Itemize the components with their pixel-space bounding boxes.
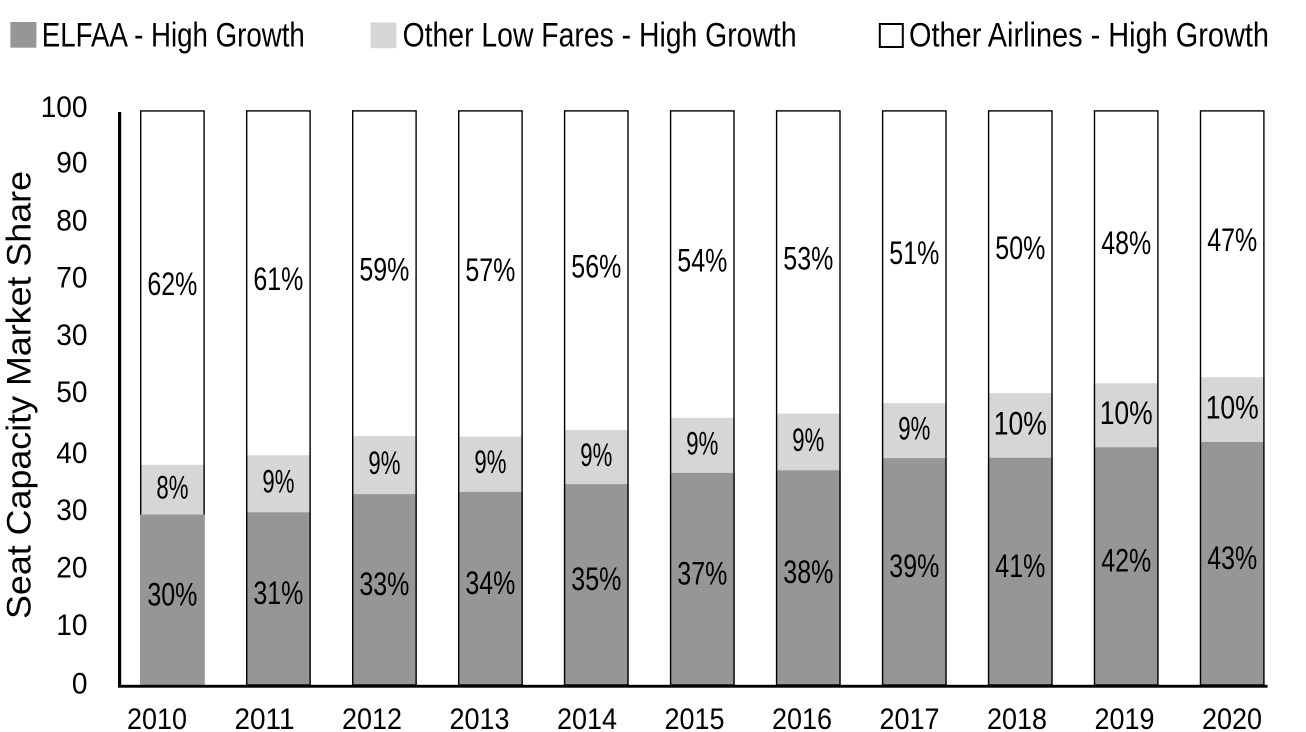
svg-text:80: 80 (56, 204, 87, 237)
svg-text:39%: 39% (889, 548, 939, 584)
svg-text:2016: 2016 (772, 703, 832, 732)
svg-text:2014: 2014 (557, 703, 617, 732)
svg-text:57%: 57% (465, 252, 515, 288)
svg-text:31%: 31% (253, 575, 303, 611)
svg-text:50: 50 (56, 376, 87, 409)
svg-text:Seat Capacity Market Share: Seat Capacity Market Share (1, 171, 39, 619)
svg-text:61%: 61% (253, 261, 303, 297)
svg-text:70: 70 (56, 261, 87, 294)
svg-text:54%: 54% (677, 243, 727, 279)
svg-text:48%: 48% (1101, 225, 1151, 261)
svg-text:20: 20 (56, 552, 87, 585)
svg-text:30: 30 (56, 319, 87, 352)
svg-text:9%: 9% (474, 444, 506, 480)
svg-text:43%: 43% (1207, 540, 1257, 576)
svg-text:34%: 34% (465, 565, 515, 601)
svg-text:42%: 42% (1101, 543, 1151, 579)
svg-text:2017: 2017 (880, 703, 940, 732)
svg-text:2015: 2015 (665, 703, 725, 732)
svg-text:30: 30 (56, 494, 87, 527)
svg-text:2020: 2020 (1202, 703, 1262, 732)
svg-text:59%: 59% (359, 252, 409, 288)
svg-text:9%: 9% (580, 437, 612, 473)
svg-text:37%: 37% (677, 555, 727, 591)
svg-text:56%: 56% (571, 249, 621, 285)
svg-text:2012: 2012 (342, 703, 402, 732)
svg-text:33%: 33% (359, 566, 409, 602)
svg-text:10%: 10% (1206, 390, 1259, 426)
svg-text:2019: 2019 (1095, 703, 1155, 732)
svg-text:9%: 9% (792, 422, 824, 458)
svg-text:100: 100 (41, 91, 88, 124)
svg-text:38%: 38% (783, 554, 833, 590)
svg-text:9%: 9% (686, 425, 718, 461)
svg-text:53%: 53% (783, 240, 833, 276)
svg-text:2011: 2011 (235, 703, 295, 732)
svg-text:10%: 10% (994, 406, 1047, 442)
svg-text:0: 0 (72, 668, 88, 701)
svg-text:51%: 51% (889, 235, 939, 271)
svg-text:9%: 9% (898, 411, 930, 447)
svg-text:47%: 47% (1207, 222, 1257, 258)
svg-text:10%: 10% (1100, 395, 1153, 431)
svg-text:50%: 50% (995, 230, 1045, 266)
svg-text:35%: 35% (571, 561, 621, 597)
svg-text:41%: 41% (995, 548, 1045, 584)
svg-text:2013: 2013 (450, 703, 510, 732)
svg-text:10: 10 (56, 609, 87, 642)
svg-text:2018: 2018 (987, 703, 1047, 732)
svg-text:Other Airlines - High Growth: Other Airlines - High Growth (909, 16, 1269, 54)
svg-text:ELFAA - High Growth: ELFAA - High Growth (42, 16, 305, 54)
svg-text:9%: 9% (262, 464, 294, 500)
svg-text:Other Low Fares - High Growth: Other Low Fares - High Growth (403, 16, 797, 54)
svg-text:2010: 2010 (127, 703, 187, 732)
svg-text:30%: 30% (147, 576, 197, 612)
svg-text:90: 90 (56, 147, 87, 180)
svg-text:40: 40 (56, 437, 87, 470)
svg-text:9%: 9% (368, 445, 400, 481)
svg-text:8%: 8% (156, 470, 188, 506)
svg-text:62%: 62% (147, 266, 197, 302)
